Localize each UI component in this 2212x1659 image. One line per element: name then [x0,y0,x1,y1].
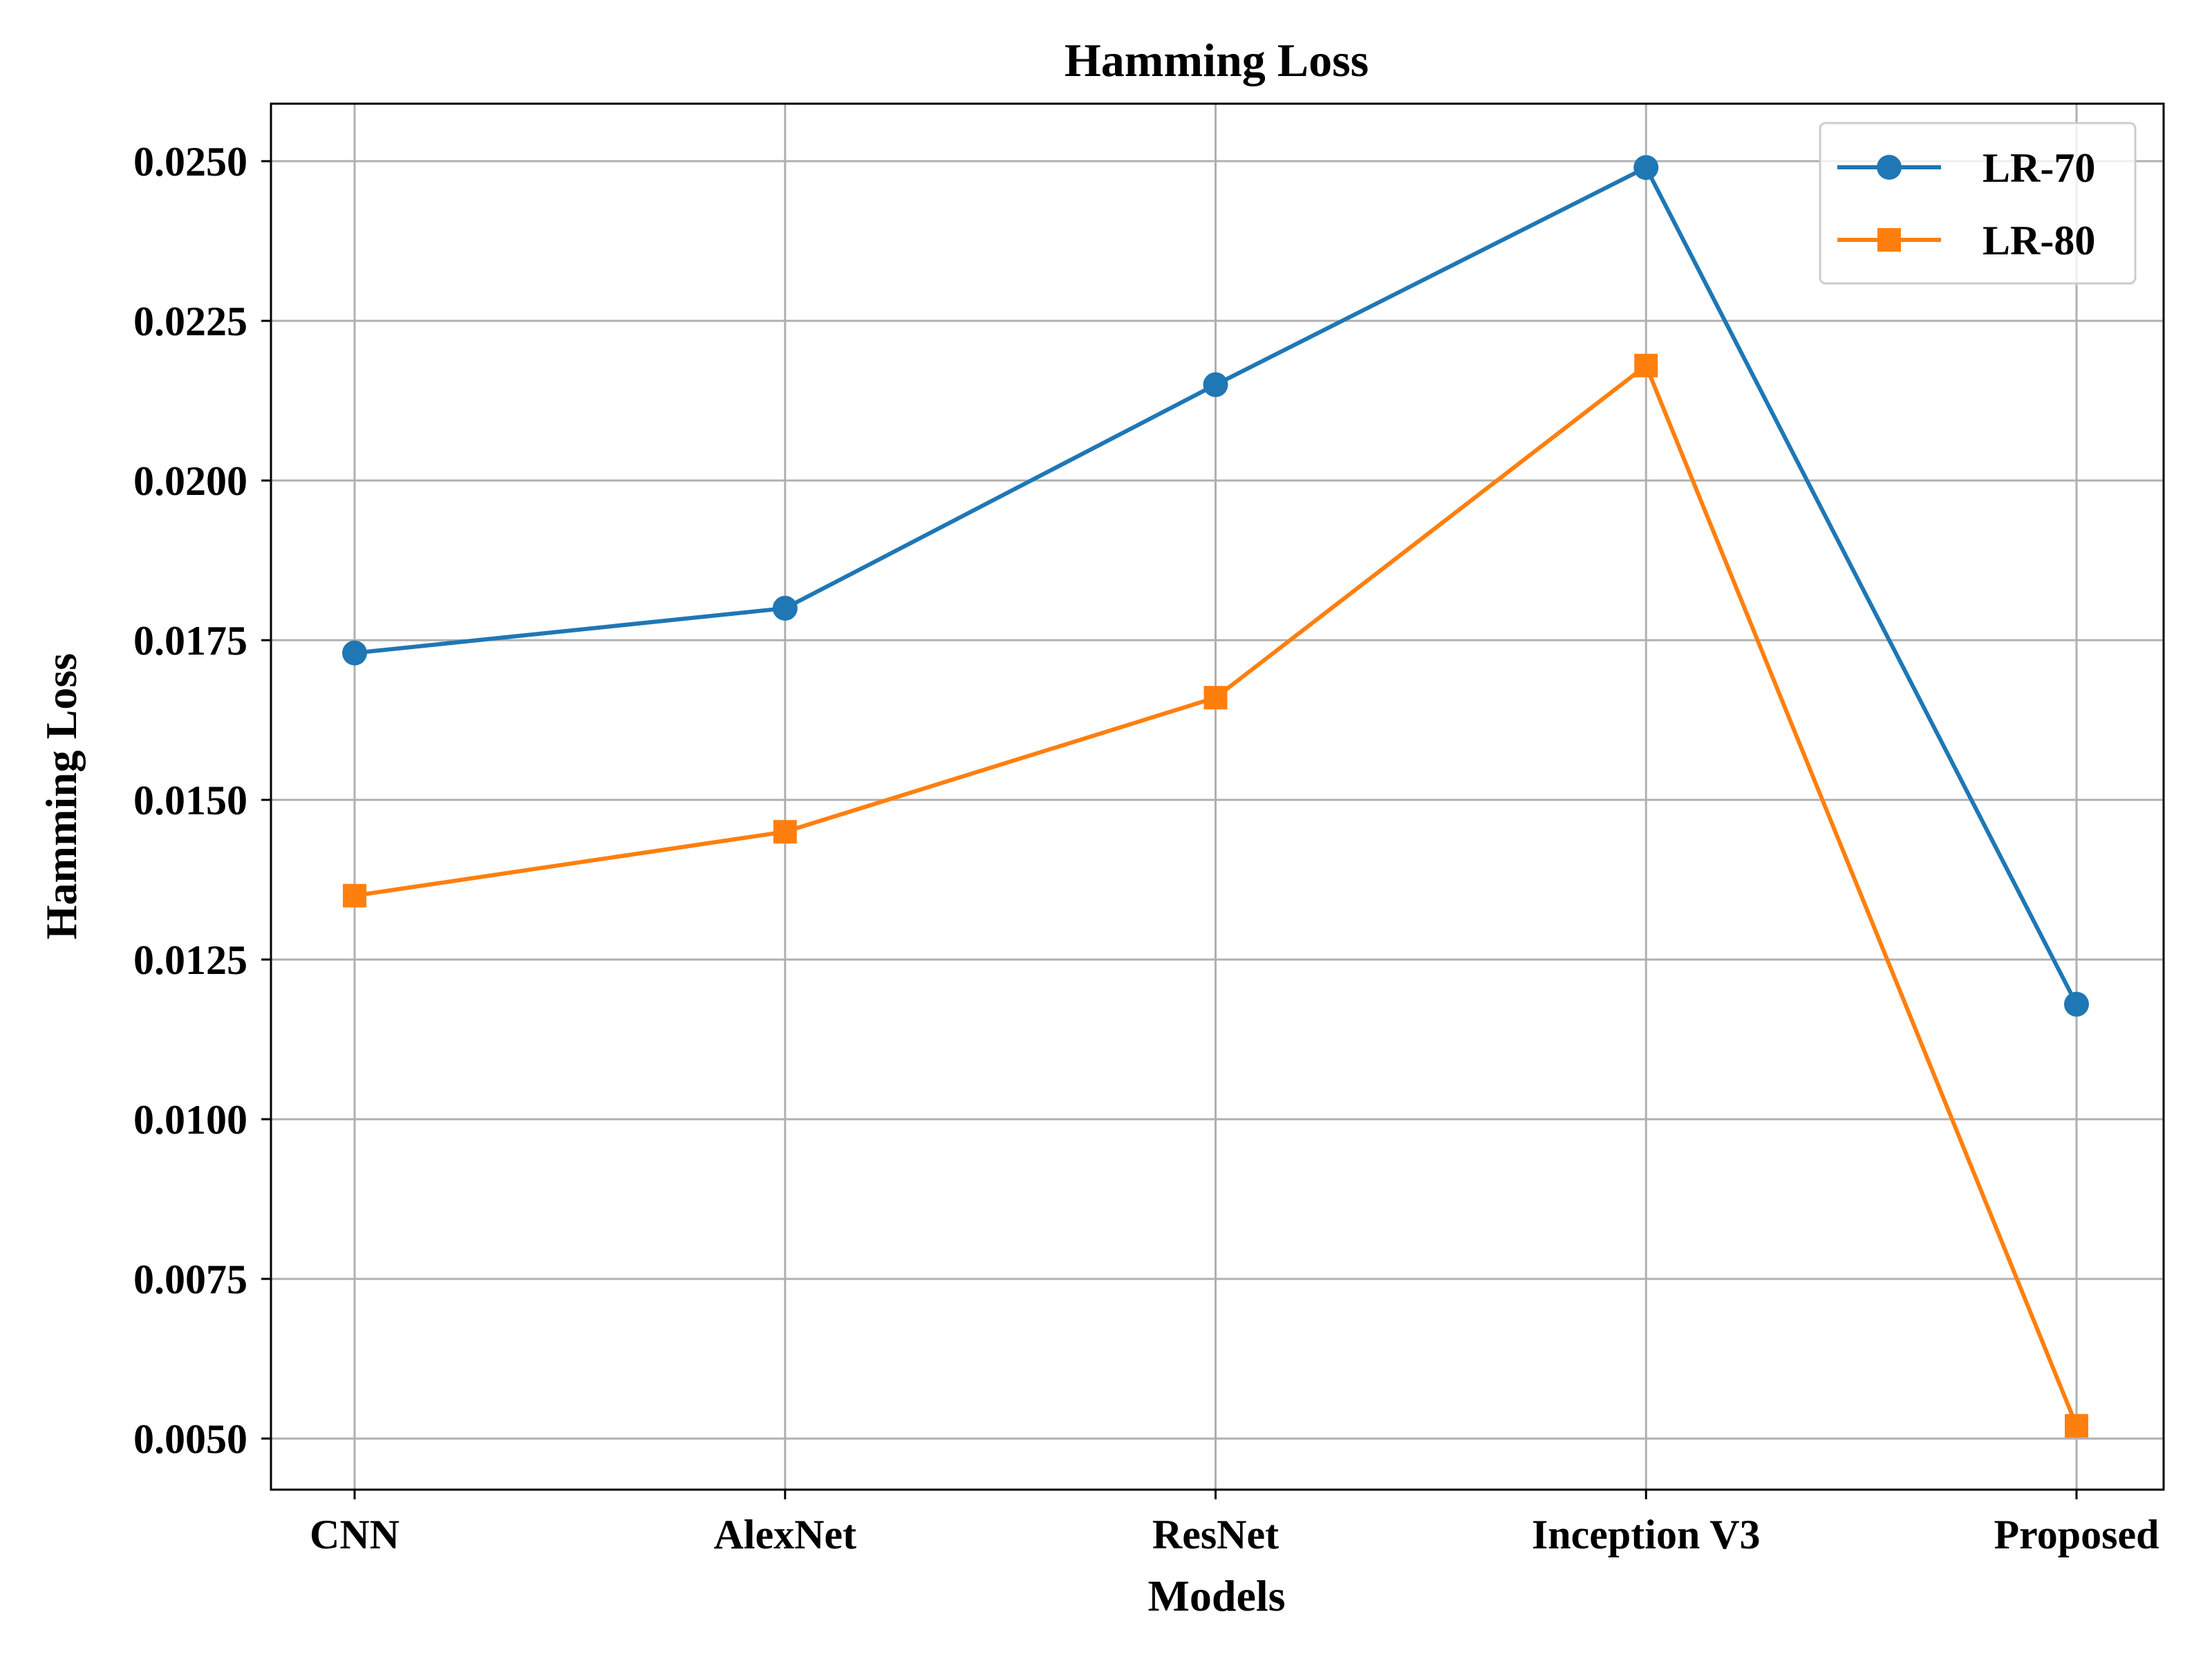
data-point-lr-70 [2064,991,2089,1017]
data-point-lr-70 [772,595,798,621]
plot-frame [270,102,2165,1491]
x-tick-label: CNN [310,1512,400,1557]
x-axis-label: Models [1147,1571,1285,1620]
data-point-lr-70 [1633,155,1659,180]
legend-label-lr-70: LR-70 [1983,145,2095,191]
grid-lines [271,104,2164,1490]
data-point-lr-80 [1634,353,1658,377]
y-tick-label: 0.0225 [133,299,247,344]
y-tick-label: 0.0050 [133,1416,247,1462]
legend-marker-lr-70 [1877,155,1902,180]
data-point-lr-80 [1203,686,1228,710]
y-tick-label: 0.0100 [133,1097,247,1143]
legend: LR-70 LR-80 [1819,122,2137,285]
y-tick-label: 0.0075 [133,1257,247,1302]
data-point-lr-80 [2065,1414,2088,1438]
legend-marker-lr-80 [1877,228,1901,252]
y-tick-label: 0.0250 [133,139,247,185]
data-point-lr-70 [1203,372,1228,397]
x-tick-label: Proposed [1994,1512,2159,1557]
y-tick-label: 0.0150 [133,778,247,823]
legend-label-lr-80: LR-80 [1983,218,2095,263]
y-tick-label: 0.0200 [133,458,247,504]
x-tick-label: AlexNet [713,1512,856,1557]
x-tick-label: ResNet [1152,1512,1279,1557]
data-point-lr-80 [343,883,366,908]
chart-title: Hamming Loss [1065,34,1369,86]
y-tick-label: 0.0175 [133,618,247,664]
y-tick-label: 0.0125 [133,937,247,983]
y-ticks: 0.0050 0.0075 0.0100 0.0125 0.0150 0.0175 0.02… [133,139,271,1462]
data-point-lr-80 [773,820,797,844]
x-ticks: CNN AlexNet ResNet Inception V3 Proposed [310,1490,2159,1557]
x-tick-label: Inception V3 [1532,1512,1761,1557]
y-axis-label: Hamming Loss [37,653,86,939]
series-layer [342,155,2089,1438]
data-point-lr-70 [342,640,367,666]
